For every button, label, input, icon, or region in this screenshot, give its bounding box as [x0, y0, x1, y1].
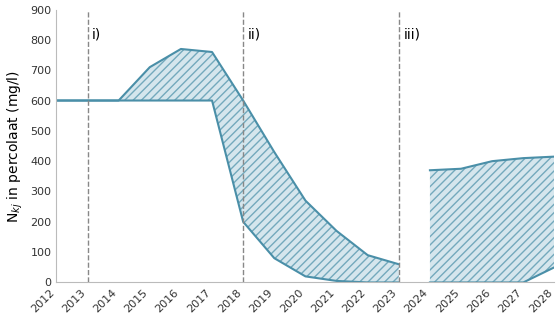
- Text: i): i): [92, 28, 101, 42]
- Text: iii): iii): [403, 28, 421, 42]
- Y-axis label: N$_{kj}$ in percolaat (mg/l): N$_{kj}$ in percolaat (mg/l): [6, 69, 25, 222]
- Text: ii): ii): [248, 28, 261, 42]
